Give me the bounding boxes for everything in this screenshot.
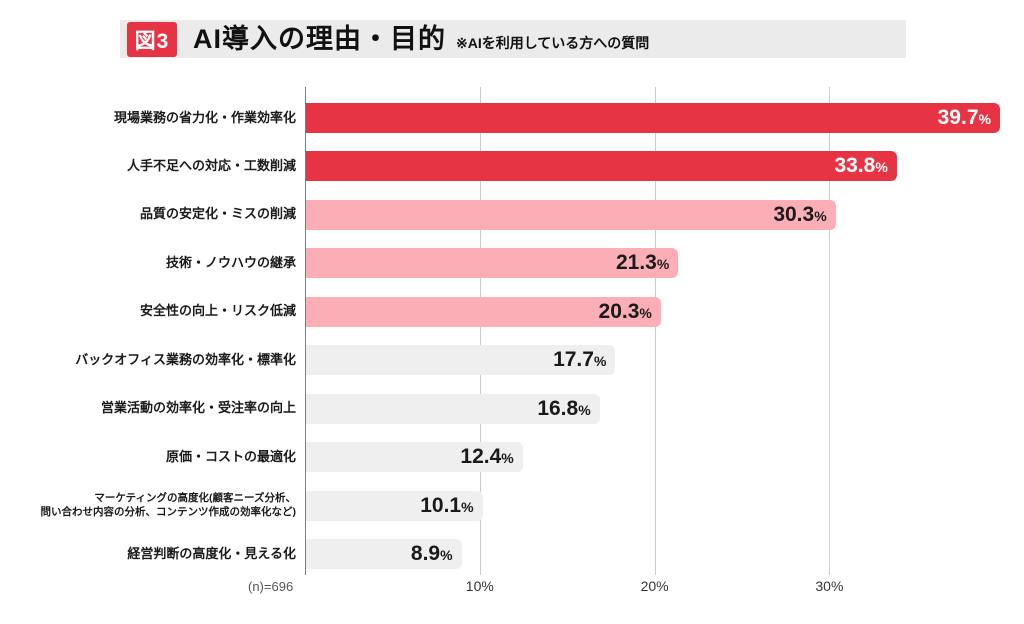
value-percent-sign: % bbox=[978, 111, 991, 127]
figure-subtitle: ※AIを利用している方への質問 bbox=[456, 35, 650, 51]
bar: 16.8% bbox=[306, 393, 600, 424]
value-percent-sign: % bbox=[501, 450, 514, 467]
bar: 17.7% bbox=[306, 345, 616, 376]
value-label: 16.8% bbox=[537, 394, 590, 424]
gridline-20% bbox=[654, 87, 656, 575]
bar: 30.3% bbox=[306, 199, 836, 230]
y-axis-line bbox=[305, 87, 306, 575]
figure-title: AI導入の理由・目的 bbox=[193, 24, 446, 54]
x-tick-label: 30% bbox=[815, 578, 844, 594]
bar: 33.8% bbox=[306, 151, 897, 182]
sample-size-label: (n)=696 bbox=[248, 579, 294, 594]
category-label-line: 営業活動の効率化・受注率の向上 bbox=[100, 400, 296, 416]
bar: 39.7% bbox=[306, 103, 1000, 133]
value-label: 33.8% bbox=[834, 151, 887, 181]
bar: 20.3% bbox=[306, 296, 661, 327]
value-label: 17.7% bbox=[553, 345, 606, 375]
value-percent-sign: % bbox=[578, 401, 591, 418]
value-label: 10.1% bbox=[420, 491, 473, 521]
bar: 21.3% bbox=[306, 248, 679, 279]
value-percent-sign: % bbox=[656, 256, 670, 273]
value-label: 12.4% bbox=[460, 442, 513, 472]
value-number: 16.8 bbox=[537, 396, 579, 420]
category-label: バックオフィス業務の効率化・標準化 bbox=[16, 345, 296, 375]
bar: 10.1% bbox=[306, 490, 483, 521]
category-label: マーケティングの高度化(顧客ニーズ分析、 問い合わせ内容の分析、コンテンツ作成の効… bbox=[16, 491, 297, 521]
value-number: 33.8 bbox=[834, 154, 876, 178]
category-label-line: マーケティングの高度化(顧客ニーズ分析、 bbox=[94, 491, 296, 504]
category-label: 営業活動の効率化・受注率の向上 bbox=[16, 394, 296, 424]
value-number: 8.9 bbox=[410, 542, 441, 566]
category-label: 人手不足への対応・工数削減 bbox=[16, 151, 296, 181]
category-label: 原価・コストの最適化 bbox=[16, 442, 296, 472]
category-label-line: 問い合わせ内容の分析、コンテンツ作成の効率化など) bbox=[40, 505, 297, 518]
value-number: 20.3 bbox=[598, 299, 640, 323]
value-percent-sign: % bbox=[814, 207, 827, 224]
value-percent-sign: % bbox=[461, 498, 474, 515]
category-label-line: 品質の安定化・ミスの削減 bbox=[139, 206, 296, 222]
x-tick-label: 20% bbox=[640, 578, 669, 594]
value-label: 39.7% bbox=[938, 103, 991, 133]
value-number: 39.7 bbox=[937, 106, 979, 129]
value-label: 8.9% bbox=[411, 539, 453, 569]
value-percent-sign: % bbox=[593, 353, 607, 370]
category-label-line: 現場業務の省力化・作業効率化 bbox=[113, 109, 296, 125]
value-number: 10.1 bbox=[420, 493, 462, 517]
category-label: 品質の安定化・ミスの削減 bbox=[16, 200, 296, 230]
category-label: 安全性の向上・リスク低減 bbox=[16, 297, 296, 327]
figure-header: 図3 AI導入の理由・目的 ※AIを利用している方への質問 bbox=[120, 20, 906, 58]
category-label: 現場業務の省力化・作業効率化 bbox=[16, 103, 296, 133]
category-label-line: バックオフィス業務の効率化・標準化 bbox=[75, 351, 296, 367]
category-label: 経営判断の高度化・見える化 bbox=[16, 539, 296, 569]
value-number: 21.3 bbox=[615, 251, 657, 275]
value-number: 17.7 bbox=[553, 348, 594, 372]
gridline-30% bbox=[829, 87, 831, 575]
category-label-line: 安全性の向上・リスク低減 bbox=[139, 303, 296, 319]
category-label-line: 技術・ノウハウの継承 bbox=[165, 254, 296, 270]
value-label: 30.3% bbox=[773, 200, 826, 230]
value-label: 20.3% bbox=[599, 297, 652, 327]
x-tick-label: 10% bbox=[465, 578, 494, 594]
value-label: 21.3% bbox=[616, 248, 669, 278]
figure-number-badge: 図3 bbox=[127, 22, 177, 57]
bar: 12.4% bbox=[306, 442, 523, 473]
value-percent-sign: % bbox=[639, 304, 652, 321]
value-percent-sign: % bbox=[875, 159, 888, 176]
gridline-10% bbox=[479, 87, 481, 575]
category-label: 技術・ノウハウの継承 bbox=[16, 248, 296, 278]
value-number: 12.4 bbox=[460, 445, 502, 469]
chart-plot: 10% 20% 30% 現場業務の省力化・作業効率化 39.7% 人手不足への対応・工数削… bbox=[41, 87, 1005, 594]
value-percent-sign: % bbox=[440, 547, 453, 564]
value-number: 30.3 bbox=[773, 202, 815, 226]
bar: 8.9% bbox=[306, 539, 462, 570]
category-label-line: 人手不足への対応・工数削減 bbox=[126, 157, 296, 173]
category-label-line: 原価・コストの最適化 bbox=[165, 448, 296, 464]
category-label-line: 経営判断の高度化・見える化 bbox=[127, 545, 296, 561]
